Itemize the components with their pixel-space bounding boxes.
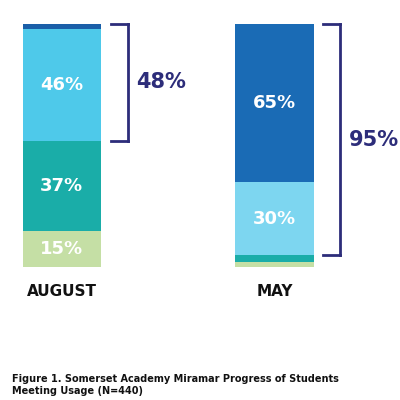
Text: MAY: MAY: [256, 284, 293, 299]
Bar: [23, 231, 101, 267]
Bar: [236, 182, 314, 255]
Bar: [236, 262, 314, 267]
Text: Figure 1. Somerset Academy Miramar Progress of Students
Meeting Usage (N=440): Figure 1. Somerset Academy Miramar Progr…: [12, 374, 339, 396]
Text: 48%: 48%: [136, 72, 186, 92]
Bar: [23, 29, 101, 141]
Text: 65%: 65%: [253, 94, 296, 112]
Text: 30%: 30%: [253, 210, 296, 228]
Bar: [23, 24, 101, 29]
Text: AUGUST: AUGUST: [27, 284, 97, 299]
Bar: [236, 255, 314, 262]
Text: 15%: 15%: [40, 240, 83, 258]
Bar: [23, 141, 101, 231]
Text: 37%: 37%: [40, 177, 83, 195]
Bar: [236, 24, 314, 182]
Text: 95%: 95%: [349, 130, 399, 150]
Text: 46%: 46%: [40, 76, 83, 94]
